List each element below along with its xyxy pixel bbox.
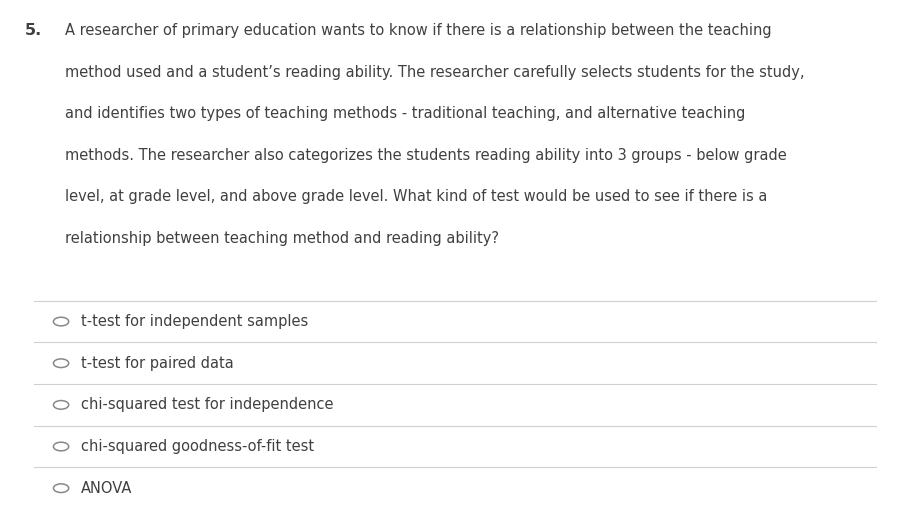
Text: methods. The researcher also categorizes the students reading ability into 3 gro: methods. The researcher also categorizes… bbox=[65, 148, 787, 163]
Text: chi-squared goodness-of-fit test: chi-squared goodness-of-fit test bbox=[81, 439, 314, 454]
Text: level, at grade level, and above grade level. What kind of test would be used to: level, at grade level, and above grade l… bbox=[65, 189, 767, 205]
Text: t-test for paired data: t-test for paired data bbox=[81, 356, 233, 371]
Text: 5.: 5. bbox=[25, 23, 42, 38]
Text: method used and a student’s reading ability. The researcher carefully selects st: method used and a student’s reading abil… bbox=[65, 65, 804, 80]
Text: and identifies two types of teaching methods - traditional teaching, and alterna: and identifies two types of teaching met… bbox=[65, 106, 745, 121]
Text: A researcher of primary education wants to know if there is a relationship betwe: A researcher of primary education wants … bbox=[65, 23, 771, 38]
Text: ANOVA: ANOVA bbox=[81, 481, 132, 496]
Text: relationship between teaching method and reading ability?: relationship between teaching method and… bbox=[65, 231, 498, 246]
Text: chi-squared test for independence: chi-squared test for independence bbox=[81, 397, 333, 412]
Text: t-test for independent samples: t-test for independent samples bbox=[81, 314, 308, 329]
